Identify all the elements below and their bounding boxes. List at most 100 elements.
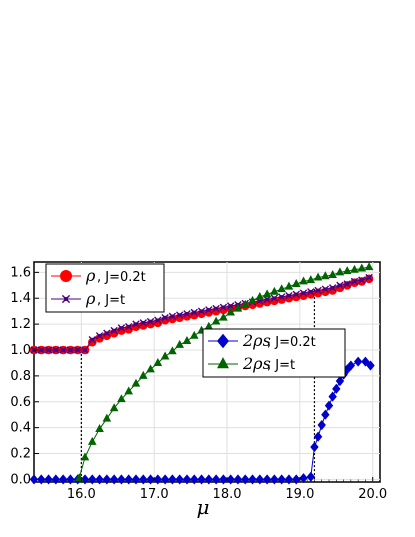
marker-star (277, 293, 286, 301)
marker-diamond (353, 356, 363, 367)
marker-triangle (146, 364, 155, 373)
marker-triangle (182, 335, 192, 344)
marker-triangle (255, 291, 265, 300)
y-tick-label: 1.2 (10, 317, 31, 332)
series-1 (30, 273, 373, 354)
marker-star (299, 289, 308, 297)
marker-star (175, 311, 184, 319)
marker-star (226, 302, 235, 310)
marker-triangle (189, 330, 199, 339)
marker-diamond (88, 474, 97, 485)
marker-diamond (292, 474, 301, 485)
marker-star (161, 313, 169, 322)
marker-star (103, 329, 111, 337)
series-2 (29, 356, 375, 485)
marker-star (124, 323, 133, 331)
marker-star (139, 319, 147, 327)
marker-circle (87, 337, 97, 347)
legend-symbol: ρ (85, 289, 96, 308)
marker-triangle (350, 264, 359, 273)
marker-diamond (335, 376, 345, 387)
marker-star (314, 286, 322, 295)
marker-diamond (197, 474, 206, 485)
marker-diamond (124, 474, 133, 485)
marker-triangle (240, 299, 250, 308)
marker-star-arm (263, 295, 271, 304)
marker-diamond (146, 474, 155, 485)
marker-triangle (364, 262, 374, 271)
marker-star-arm (205, 306, 213, 314)
marker-triangle (168, 346, 177, 355)
marker-diamond (211, 474, 221, 485)
marker-circle (95, 334, 104, 343)
marker-star-arm (103, 329, 111, 337)
marker-diamond (109, 474, 119, 485)
marker-diamond (190, 474, 199, 485)
marker-star-arm (299, 289, 308, 297)
marker-star (146, 317, 155, 326)
marker-diamond (219, 474, 228, 485)
marker-triangle (291, 279, 301, 288)
marker-diamond (175, 474, 184, 485)
marker-star-arm (358, 276, 366, 284)
marker-triangle (342, 266, 352, 275)
marker-triangle (299, 276, 308, 285)
marker-star-arm (212, 304, 220, 313)
marker-triangle (175, 339, 184, 348)
marker-diamond (310, 442, 319, 453)
marker-star-arm (285, 291, 293, 300)
marker-star (307, 288, 315, 296)
y-tick-label: 1.0 (10, 343, 31, 358)
marker-triangle (321, 271, 330, 280)
marker-star-arm (190, 308, 198, 317)
marker-star-arm (124, 323, 133, 331)
marker-star (37, 346, 45, 354)
marker-star (74, 346, 82, 354)
series-3 (74, 262, 374, 482)
legend-label: , J=t (97, 293, 125, 308)
marker-star (95, 332, 104, 340)
marker-star-arm (307, 288, 315, 296)
marker-diamond (277, 474, 286, 485)
marker-star-arm (154, 316, 162, 324)
marker-triangle (131, 378, 141, 387)
marker-diamond (284, 474, 294, 485)
y-tick-label: 1.6 (10, 265, 31, 280)
marker-diamond (66, 474, 75, 485)
marker-star-arm (132, 320, 140, 328)
marker-star-arm (336, 281, 344, 289)
marker-diamond (313, 431, 323, 442)
legend-symbol: 2ρs (242, 331, 271, 350)
marker-star-arm (59, 346, 67, 354)
marker-triangle (80, 452, 90, 461)
series-layer (29, 262, 375, 485)
marker-diamond (262, 474, 272, 485)
marker-star (132, 320, 140, 328)
y-tick-label: 0.2 (10, 447, 31, 462)
marker-star-arm (61, 294, 71, 304)
y-tick-label: 0.0 (10, 472, 31, 487)
marker-diamond (37, 474, 46, 485)
legend-label: , J=0.2t (97, 270, 146, 285)
marker-diamond (102, 474, 112, 485)
marker-star-arm (117, 324, 126, 332)
marker-triangle (217, 357, 229, 369)
marker-star (205, 306, 213, 314)
marker-star (88, 335, 96, 344)
y-tick-label: 0.8 (10, 369, 31, 384)
marker-star (358, 276, 366, 284)
marker-star (263, 295, 271, 304)
marker-diamond (131, 474, 141, 485)
marker-diamond (51, 474, 61, 485)
x-axis-title: μ (197, 495, 210, 519)
marker-star-arm (37, 346, 45, 354)
marker-triangle (357, 263, 367, 272)
marker-star (328, 284, 337, 292)
marker-diamond (204, 474, 214, 485)
axis-ticks: 0.0 0.2 0.4 0.6 0.8 1.0 1.2 1.4 1.6 16.0 17.0 18.0 1… (10, 265, 387, 502)
marker-star-arm (350, 277, 359, 286)
marker-triangle (306, 275, 316, 284)
marker-star-arm (328, 284, 337, 292)
marker-star-arm (81, 346, 89, 354)
